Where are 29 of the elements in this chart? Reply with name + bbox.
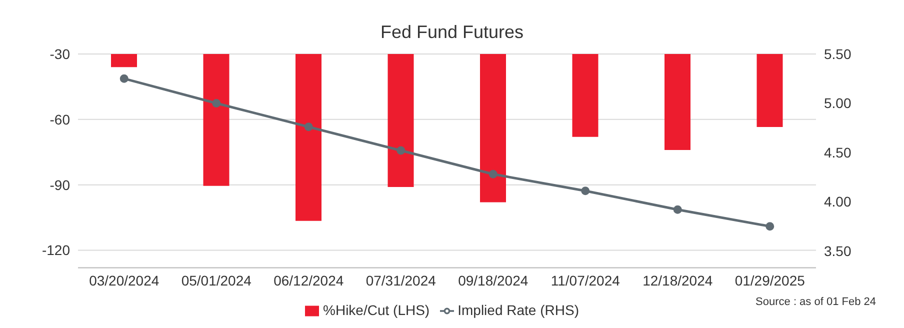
legend-label: %Hike/Cut (LHS) — [323, 302, 430, 318]
x-tick-label: 09/18/2024 — [458, 272, 528, 289]
y2-tick-label: 4.00 — [824, 194, 852, 210]
point — [766, 222, 774, 231]
x-tick-label: 11/07/2024 — [550, 272, 620, 289]
y2-tick-label: 4.50 — [824, 144, 852, 160]
point — [304, 122, 313, 132]
point — [396, 146, 406, 155]
y-tick-label: -30 — [50, 46, 70, 62]
y-tick-label: -60 — [50, 111, 70, 128]
y-tick-label: -120 — [42, 242, 70, 258]
point — [581, 186, 590, 196]
point — [488, 170, 498, 178]
x-tick-label: 05/01/2024 — [181, 272, 252, 289]
y2-tick-label: 3.50 — [824, 242, 852, 259]
source-note: Source : as of 01 Feb 24 — [756, 296, 876, 308]
y-tick-label: -90 — [50, 176, 70, 193]
x-tick-label: 03/20/2024 — [89, 272, 160, 289]
x-tick-label: 01/29/2025 — [734, 272, 806, 289]
x-tick-label: 06/12/2024 — [274, 272, 344, 289]
point — [673, 205, 682, 214]
point — [212, 98, 221, 108]
chart-title: Fed Fund Futures — [379, 21, 525, 44]
y2-tick-label: 5.50 — [824, 46, 852, 62]
x-tick-label: 07/31/2024 — [366, 272, 436, 289]
point — [120, 74, 128, 83]
y2-tick-label: 5.00 — [824, 95, 852, 112]
x-tick-label: 12/18/2024 — [642, 272, 713, 289]
legend-label: Implied Rate (RHS) — [458, 302, 579, 318]
